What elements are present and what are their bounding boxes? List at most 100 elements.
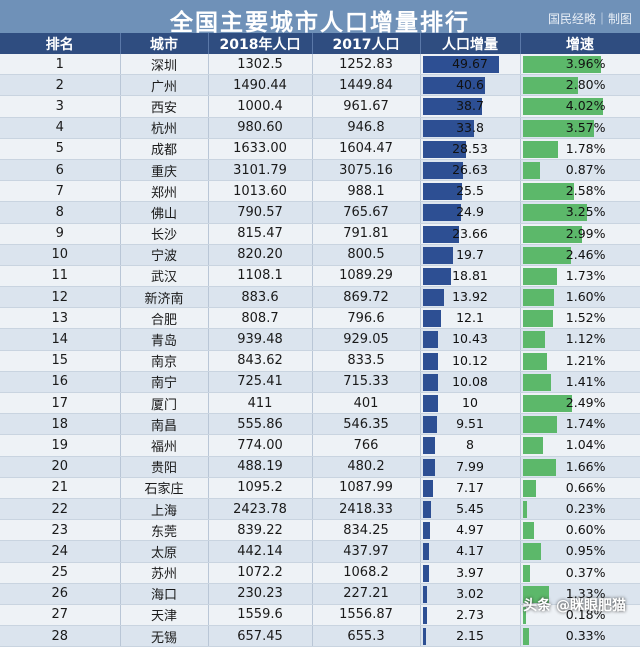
rank-cell: 20 (0, 456, 121, 478)
growth-bar (522, 437, 544, 455)
growth-label: 0.87% (565, 161, 606, 177)
pop2017-cell: 834.25 (312, 519, 421, 542)
table-row: 7 郑州 1013.60 988.1 25.5 2.58% (0, 180, 640, 203)
growth-cell: 1.73% (520, 265, 640, 288)
pop2018-cell: 1095.2 (208, 477, 313, 499)
growth-label: 1.41% (565, 373, 606, 389)
city-cell: 南宁 (120, 371, 209, 394)
growth-bar (522, 246, 572, 264)
increase-label: 40.6 (456, 77, 484, 93)
growth-label: 1.74% (565, 416, 606, 432)
pop2018-cell: 1108.1 (208, 265, 313, 288)
pop2018-cell: 488.19 (208, 456, 313, 478)
increase-bar (422, 225, 459, 243)
increase-cell: 10 (420, 392, 521, 415)
increase-cell: 12.1 (420, 307, 521, 330)
growth-label: 0.37% (565, 564, 606, 580)
growth-cell: 0.66% (520, 477, 640, 499)
increase-label: 18.81 (452, 267, 488, 283)
table-row: 17 厦门 411 401 10 2.49% (0, 392, 640, 415)
pop2018-cell: 657.45 (208, 625, 313, 647)
growth-label: 2.80% (565, 77, 606, 93)
pop2018-cell: 1000.4 (208, 95, 313, 118)
increase-label: 38.7 (456, 98, 484, 114)
increase-bar (422, 500, 431, 518)
pop2017-cell: 791.81 (312, 223, 421, 245)
increase-bar (422, 522, 431, 540)
city-cell: 苏州 (120, 562, 209, 584)
pop2017-cell: 946.8 (312, 117, 421, 139)
rank-cell: 2 (0, 74, 121, 97)
increase-bar (422, 161, 464, 179)
header-row: 排名 城市 2018年人口 2017人口 人口增量 增速 (0, 33, 640, 54)
rank-cell: 19 (0, 434, 121, 457)
pop2017-cell: 796.6 (312, 307, 421, 330)
pop2018-cell: 1559.6 (208, 604, 313, 627)
city-cell: 海口 (120, 583, 209, 605)
pop2018-cell: 1072.2 (208, 562, 313, 584)
table-row: 1 深圳 1302.5 1252.83 49.67 3.96% (0, 54, 640, 76)
increase-cell: 4.17 (420, 540, 521, 563)
rank-cell: 15 (0, 350, 121, 372)
increase-bar (422, 373, 438, 391)
header-city: 城市 (120, 33, 209, 54)
growth-cell: 0.95% (520, 540, 640, 563)
growth-cell: 1.60% (520, 286, 640, 309)
table-row: 11 武汉 1108.1 1089.29 18.81 1.73% (0, 265, 640, 288)
increase-cell: 25.5 (420, 180, 521, 203)
increase-bar (422, 56, 499, 73)
table-row: 3 西安 1000.4 961.67 38.7 4.02% (0, 95, 640, 118)
increase-cell: 19.7 (420, 244, 521, 266)
table-row: 13 合肥 808.7 796.6 12.1 1.52% (0, 307, 640, 330)
watermark: 头条 @眯眼肥猫 (523, 598, 626, 614)
increase-bar (422, 331, 439, 349)
increase-cell: 26.63 (420, 159, 521, 182)
pop2018-cell: 774.00 (208, 434, 313, 457)
increase-cell: 7.17 (420, 477, 521, 499)
growth-bar (522, 628, 530, 646)
increase-cell: 10.08 (420, 371, 521, 394)
header-pop2017: 2017人口 (312, 33, 421, 54)
growth-label: 2.46% (565, 246, 606, 262)
increase-cell: 10.12 (420, 350, 521, 372)
increase-label: 26.63 (452, 161, 488, 177)
increase-label: 7.99 (456, 458, 484, 474)
increase-label: 10.08 (452, 373, 488, 389)
pop2017-cell: 227.21 (312, 583, 421, 605)
increase-bar (422, 77, 485, 95)
city-cell: 深圳 (120, 54, 209, 76)
growth-bar (522, 543, 542, 561)
growth-cell: 0.87% (520, 159, 640, 182)
growth-cell: 2.49% (520, 392, 640, 415)
city-cell: 上海 (120, 498, 209, 521)
growth-label: 1.33% (565, 585, 606, 601)
increase-cell: 13.92 (420, 286, 521, 309)
population-table: 排名 城市 2018年人口 2017人口 人口增量 增速 1 深圳 1302.5 12… (0, 33, 640, 647)
increase-bar (422, 543, 429, 561)
pop2017-cell: 2418.33 (312, 498, 421, 521)
growth-bar (522, 204, 588, 222)
growth-cell: 1.33% (520, 583, 640, 605)
city-cell: 天津 (120, 604, 209, 627)
growth-cell: 1.66% (520, 456, 640, 478)
growth-bar (522, 225, 582, 243)
growth-label: 1.52% (565, 310, 606, 326)
increase-cell: 7.99 (420, 456, 521, 478)
city-cell: 西安 (120, 95, 209, 118)
increase-bar (422, 140, 467, 158)
growth-label: 0.33% (565, 628, 606, 644)
table-row: 21 石家庄 1095.2 1087.99 7.17 0.66% (0, 477, 640, 499)
rank-cell: 25 (0, 562, 121, 584)
pop2018-cell: 843.62 (208, 350, 313, 372)
pop2017-cell: 3075.16 (312, 159, 421, 182)
rank-cell: 1 (0, 54, 121, 76)
rank-cell: 9 (0, 223, 121, 245)
pop2017-cell: 1604.47 (312, 138, 421, 160)
pop2018-cell: 725.41 (208, 371, 313, 394)
growth-bar (522, 310, 553, 328)
growth-cell: 2.80% (520, 74, 640, 97)
growth-cell: 4.02% (520, 95, 640, 118)
growth-label: 1.04% (565, 437, 606, 453)
city-cell: 福州 (120, 434, 209, 457)
table-row: 9 长沙 815.47 791.81 23.66 2.99% (0, 223, 640, 245)
